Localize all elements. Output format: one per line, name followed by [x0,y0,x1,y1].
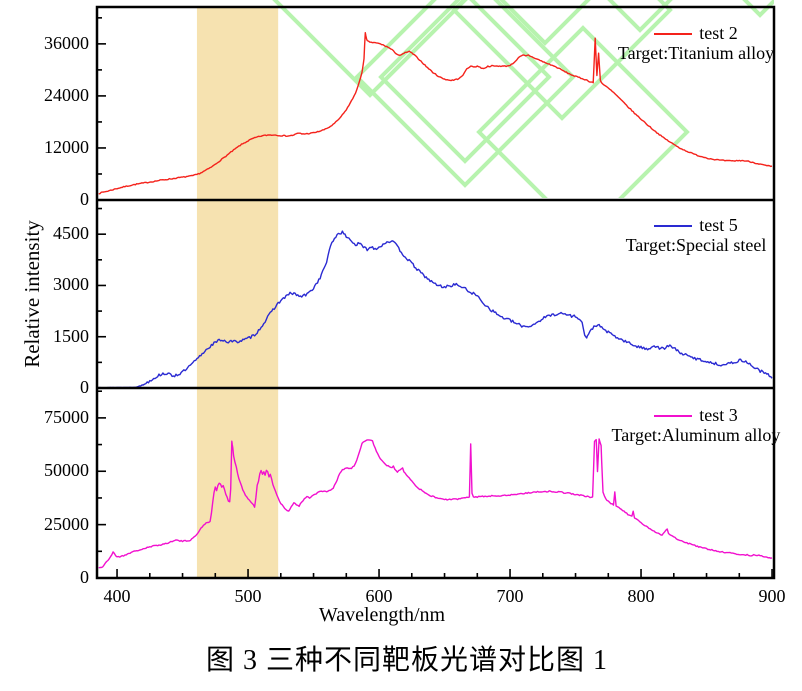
y-tick-label: 3000 [53,274,89,295]
y-tick-label: 25000 [44,513,89,534]
watermark-diamond [354,0,576,188]
legend-series-label: test 3 [699,405,738,425]
legend-target-label: Target:Aluminum alloy [611,425,781,445]
plot-frame [95,5,776,580]
x-tick-label: 900 [758,586,786,606]
watermark-diamond [378,0,552,164]
legend-middle: test 5 Target:Special steel [590,216,802,255]
y-tick-label: 75000 [44,406,89,427]
y-tick-label: 36000 [44,32,89,53]
y-tick-label: 4500 [53,223,89,244]
legend-line-sample-magenta [654,414,693,417]
y-tick-label: 0 [80,377,89,397]
watermark-diamond [272,0,468,98]
legend-line-sample-blue [654,224,693,227]
x-tick-label: 700 [496,586,524,606]
watermark-diamond [476,25,690,198]
y-tick-label: 0 [80,567,89,587]
legend-bottom: test 3 Target:Aluminum alloy [590,406,802,445]
y-tick-label: 12000 [44,136,89,157]
series-test-3 [98,438,773,569]
legend-series-label: test 2 [699,23,738,43]
x-tick-label: 400 [103,586,131,606]
spectra-chart [95,0,776,580]
x-tick-label: 500 [234,586,262,606]
legend-target-label: Target:Titanium alloy [617,43,775,63]
x-tick-label: 800 [627,586,655,606]
legend-series-label: test 5 [699,215,738,235]
highlight-band [196,7,279,578]
x-tick-label: 600 [365,586,393,606]
x-axis-label: Wavelength/nm [318,604,446,626]
y-axis-label: Relative intensity [20,220,44,368]
watermark-diamond [499,0,591,46]
y-tick-label: 24000 [44,84,89,105]
watermark-diamond [607,0,673,33]
legend-line-sample-red [654,32,693,35]
series-test-2 [98,32,773,195]
legend-target-label: Target:Special steel [625,235,767,255]
y-tick-label: 50000 [44,460,89,481]
diamond-watermark [272,0,774,198]
figure-caption: 图 3 三种不同靶板光谱对比图 1 [205,645,608,676]
y-tick-label: 0 [80,189,89,209]
legend-top: test 2 Target:Titanium alloy [590,24,802,63]
series-test-5 [98,230,773,389]
y-tick-label: 1500 [53,325,89,346]
watermark-diamond [451,0,673,121]
watermark-diamond [742,0,774,18]
